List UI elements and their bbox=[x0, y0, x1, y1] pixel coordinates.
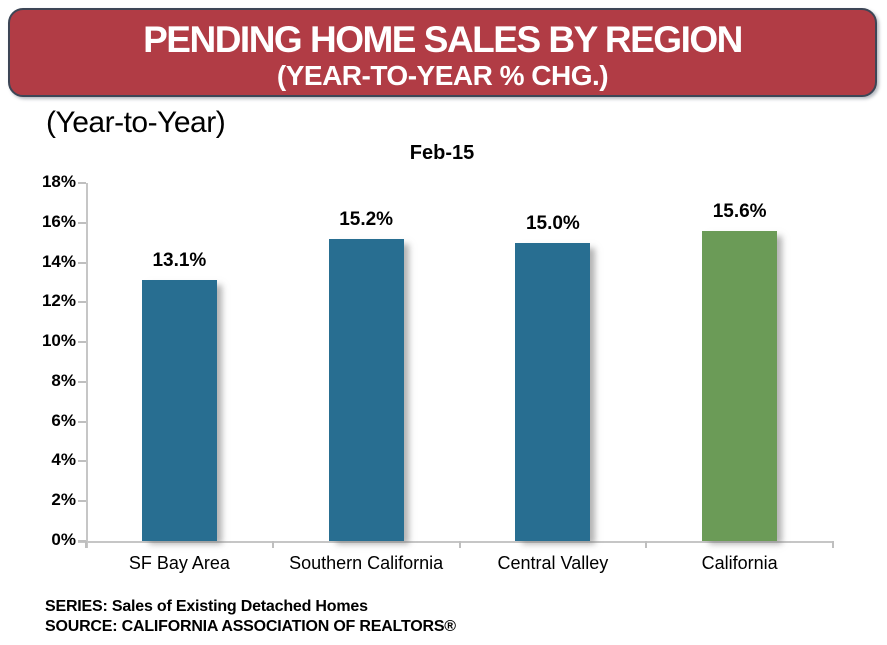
title-banner: PENDING HOME SALES BY REGION (YEAR-TO-YE… bbox=[8, 8, 877, 97]
bar-value-label: 15.0% bbox=[525, 212, 580, 234]
series-note: SERIES: Sales of Existing Detached Homes bbox=[45, 598, 368, 615]
y-tick-mark bbox=[78, 460, 86, 463]
y-axis-tick-label: 12% bbox=[41, 291, 76, 311]
bar-2 bbox=[515, 242, 591, 541]
x-category-label: SF Bay Area bbox=[128, 553, 230, 573]
bar-value-label: 13.1% bbox=[152, 250, 207, 272]
source-note: SOURCE: CALIFORNIA ASSOCIATION OF REALTO… bbox=[45, 618, 456, 635]
x-tick-mark bbox=[645, 541, 648, 548]
slide-subtitle: (YEAR-TO-YEAR % CHG.) bbox=[276, 59, 609, 91]
chart-title: Feb-15 bbox=[409, 142, 475, 164]
y-axis-line bbox=[86, 183, 88, 548]
slide-title: PENDING HOME SALES BY REGION bbox=[143, 19, 743, 60]
x-category-label: Central Valley bbox=[497, 553, 609, 573]
x-tick-mark bbox=[85, 541, 87, 548]
y-axis-tick-label: 14% bbox=[41, 251, 76, 271]
footer: SERIES: Sales of Existing Detached Homes… bbox=[45, 597, 456, 637]
y-axis-tick-label: 0% bbox=[51, 530, 76, 549]
y-tick-mark bbox=[78, 301, 86, 304]
x-tick-mark bbox=[458, 541, 461, 548]
bar-value-label: 15.2% bbox=[339, 208, 394, 230]
y-tick-mark bbox=[78, 261, 86, 264]
y-tick-mark bbox=[78, 380, 86, 383]
bar-3 bbox=[702, 230, 778, 541]
x-tick-mark bbox=[832, 541, 834, 548]
y-tick-mark bbox=[78, 540, 86, 542]
y-tick-mark bbox=[78, 420, 86, 423]
y-tick-mark bbox=[78, 182, 86, 184]
x-category-label: California bbox=[701, 553, 778, 573]
y-axis-tick-label: 6% bbox=[51, 410, 76, 430]
y-axis-tick-label: 16% bbox=[41, 211, 76, 231]
bar-1 bbox=[328, 238, 404, 541]
bar-0 bbox=[141, 280, 217, 541]
x-tick-mark bbox=[271, 541, 274, 548]
y-tick-mark bbox=[78, 221, 86, 224]
year-to-year-label: (Year-to-Year) bbox=[46, 106, 226, 139]
y-axis-tick-label: 4% bbox=[51, 450, 76, 470]
bar-value-label: 15.6% bbox=[712, 200, 767, 222]
x-axis-line bbox=[78, 541, 833, 543]
y-tick-mark bbox=[78, 341, 86, 344]
x-category-label: Southern California bbox=[289, 553, 444, 573]
y-axis-tick-label: 18% bbox=[41, 172, 76, 191]
y-tick-mark bbox=[78, 500, 86, 503]
y-axis-tick-label: 8% bbox=[51, 370, 76, 390]
y-axis-tick-label: 2% bbox=[51, 490, 76, 510]
y-axis-tick-label: 10% bbox=[41, 331, 76, 351]
